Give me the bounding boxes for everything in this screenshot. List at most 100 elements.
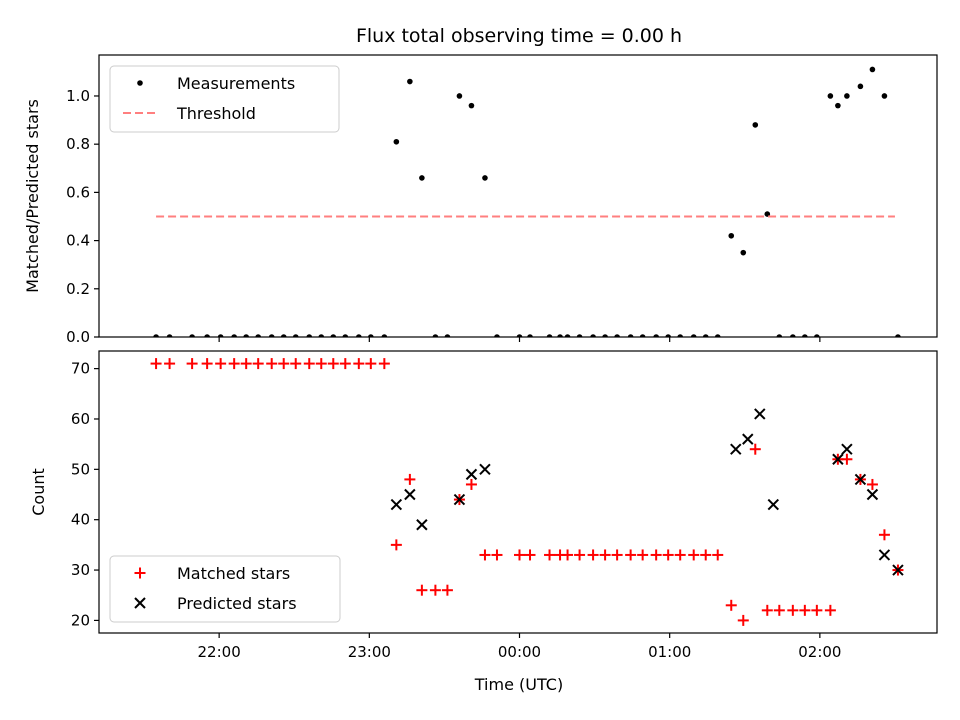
bottom-series-0-point-20 — [416, 584, 428, 596]
bottom-series-0-point-22 — [441, 584, 453, 596]
top-series-0-point-6 — [243, 334, 249, 337]
bottom-series-1-point-9-b — [767, 498, 780, 511]
top-series-0-point-15 — [356, 334, 362, 337]
bottom-series-0-point-21 — [429, 584, 441, 596]
bottom-series-0-point-24 — [465, 478, 477, 490]
top-ytick-label-2: 0.4 — [66, 232, 90, 250]
top-series-0-point-3 — [204, 334, 210, 337]
top-series-0-point-57 — [881, 93, 888, 99]
bottom-series-0-point-26 — [491, 549, 503, 561]
bottom-series-1-point-7 — [742, 433, 754, 445]
top-series-0-point-25 — [482, 175, 488, 181]
bottom-series-0-point-3 — [201, 358, 213, 370]
bottom-legend-marker-0 — [134, 567, 146, 579]
top-series-0-point-52 — [827, 93, 834, 99]
top-series-0-point-22 — [444, 334, 451, 337]
bottom-series-0-point-40 — [674, 549, 686, 561]
bottom-series-0-point-34 — [599, 549, 611, 561]
top-ytick-label-4: 0.8 — [66, 135, 90, 153]
top-legend-box — [109, 65, 340, 133]
top-series-0-point-29 — [546, 334, 553, 337]
bottom-series-1-point-12 — [854, 473, 867, 486]
top-legend-label-1: Threshold — [176, 104, 256, 123]
bottom-ytick-label-0: 20 — [71, 611, 90, 629]
top-axes-frame — [98, 54, 938, 338]
bottom-panel: 20 30 40 50 60 70 22:00 23:00 00:00 01:00 02:00 Mat… — [71, 350, 938, 661]
top-marks — [153, 66, 901, 337]
top-series-0-point-30 — [557, 334, 563, 337]
top-series-0-point-20 — [419, 175, 425, 181]
bottom-series-0 — [150, 358, 904, 626]
top-series-0-point-32 — [576, 334, 583, 337]
bottom-series-0-point-27 — [514, 549, 526, 561]
bottom-series-0-point-15 — [353, 358, 365, 370]
top-series-0-point-58 — [895, 334, 901, 337]
bottom-series-0-point-6 — [240, 358, 252, 370]
bottom-series-1-point-7-b — [742, 433, 754, 445]
bottom-series-0-point-45 — [737, 614, 749, 626]
top-series-0-point-53 — [835, 102, 841, 109]
bottom-series-1-point-11-b — [841, 443, 853, 455]
top-series-0-point-55 — [857, 83, 864, 90]
bottom-series-0-point-51 — [811, 604, 823, 616]
top-series-0-point-27 — [516, 334, 523, 337]
bottom-series-1-point-5 — [479, 463, 491, 476]
top-series-0-point-7 — [255, 334, 261, 337]
top-ytick-label-3: 0.6 — [66, 183, 90, 201]
chart-title: Flux total observing time = 0.00 h — [356, 25, 682, 47]
top-series-0-point-10 — [292, 334, 299, 337]
bottom-series-0-point-35 — [611, 549, 623, 561]
bottom-series-0-point-11 — [303, 358, 315, 370]
bottom-series-0-point-44 — [725, 599, 737, 611]
bottom-series-0-point-42 — [700, 549, 712, 561]
top-series-0-point-50 — [802, 334, 808, 337]
top-series-0-point-45 — [740, 249, 747, 256]
bottom-series-1-point-2 — [416, 519, 428, 531]
bottom-series-1-point-12-b — [854, 473, 867, 486]
top-series-0-point-41 — [690, 334, 697, 337]
bottom-series-1-point-15 — [892, 564, 904, 576]
top-series-0-point-35 — [614, 334, 620, 337]
bottom-series-0-point-48 — [773, 604, 785, 616]
top-series-0-point-4 — [217, 334, 224, 337]
top-series-0-point-39 — [665, 334, 671, 337]
top-series-0-point-46 — [752, 122, 759, 128]
top-series-0-point-18 — [393, 138, 400, 145]
top-series-0-point-38 — [653, 334, 659, 337]
top-series-0 — [153, 66, 901, 337]
xtick-label-4: 02:00 — [798, 643, 841, 661]
bottom-legend-box — [109, 555, 341, 623]
bottom-series-0-point-28 — [524, 549, 536, 561]
bottom-ytick-label-2: 40 — [71, 511, 90, 529]
bottom-series-1-point-13-b — [866, 488, 879, 501]
bottom-series-0-point-43 — [712, 549, 724, 561]
bottom-series-1-point-5-b — [479, 463, 491, 476]
bottom-series-0-point-54 — [841, 453, 853, 465]
top-series-0-point-40 — [677, 334, 683, 337]
top-series-0-point-31 — [564, 334, 571, 337]
bottom-series-1-point-4-b — [465, 468, 478, 481]
bottom-series-1-point-1 — [404, 488, 416, 501]
bottom-series-0-point-46 — [749, 443, 761, 455]
top-ytick-label-0: 0.0 — [66, 328, 90, 346]
bottom-series-0-point-4 — [215, 358, 227, 370]
bottom-series-0-point-12 — [315, 358, 327, 370]
bottom-series-1-point-9 — [767, 498, 780, 511]
bottom-ytick-label-5: 70 — [71, 360, 90, 378]
top-series-0-point-12 — [318, 334, 325, 337]
top-series-0-point-24 — [468, 102, 475, 109]
top-series-0-point-42 — [702, 334, 709, 337]
top-series-0-point-17 — [381, 334, 388, 337]
top-series-0-point-2 — [189, 334, 195, 337]
top-series-0-point-51 — [814, 334, 820, 337]
bottom-series-0-point-37 — [637, 549, 649, 561]
bottom-series-0-point-7 — [252, 358, 264, 370]
top-series-0-point-23 — [456, 93, 463, 99]
top-panel: 0.0 0.2 0.4 0.6 0.8 1.0 Measurements Threshold — [66, 54, 938, 346]
top-series-0-point-47 — [764, 211, 771, 217]
bottom-series-1-point-3 — [453, 493, 466, 506]
bottom-series-1-point-8 — [754, 408, 766, 420]
bottom-series-0-point-0 — [150, 358, 162, 370]
top-series-0-point-36 — [627, 334, 634, 337]
x-axis-label: Time (UTC) — [474, 675, 563, 694]
